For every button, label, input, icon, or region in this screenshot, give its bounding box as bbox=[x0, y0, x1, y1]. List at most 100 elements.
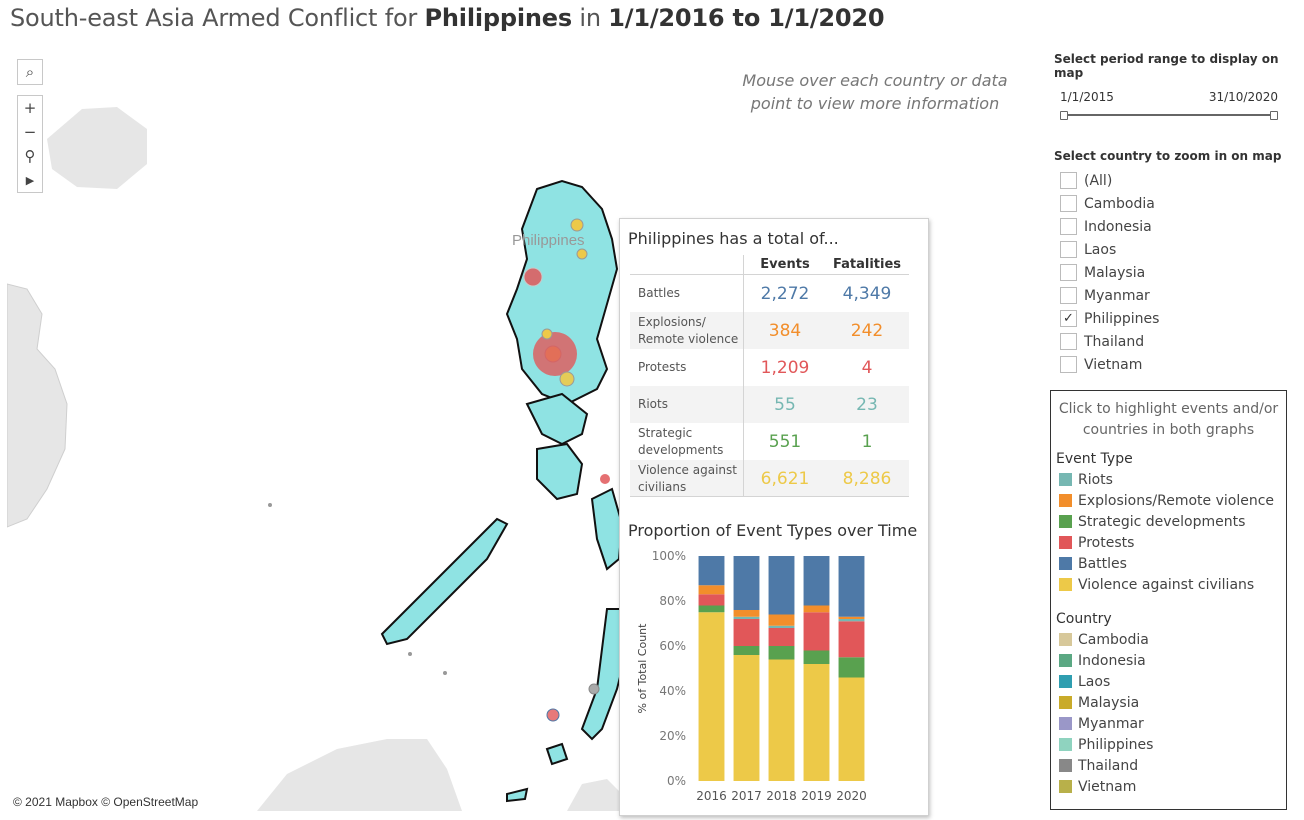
bar-segment[interactable] bbox=[803, 556, 830, 606]
country-filter-option[interactable]: Myanmar bbox=[1060, 284, 1290, 307]
slider-track[interactable] bbox=[1064, 114, 1274, 116]
country-legend-item[interactable]: Myanmar bbox=[1059, 713, 1286, 734]
period-range-slider[interactable] bbox=[1060, 108, 1278, 122]
sulawesi-landmass bbox=[567, 779, 625, 811]
legend-label: Vietnam bbox=[1078, 778, 1137, 795]
bar-segment[interactable] bbox=[803, 612, 830, 651]
country-legend-item[interactable]: Cambodia bbox=[1059, 629, 1286, 650]
event-type-legend-item[interactable]: Riots bbox=[1059, 469, 1286, 490]
x-tick-label: 2016 bbox=[696, 789, 727, 803]
bar-segment[interactable] bbox=[733, 556, 760, 610]
country-filter-option[interactable]: (All) bbox=[1060, 169, 1290, 192]
legend-panel: Click to highlight events and/or countri… bbox=[1050, 390, 1287, 810]
bar-segment[interactable] bbox=[698, 605, 725, 613]
checkbox[interactable] bbox=[1060, 356, 1077, 373]
legend-swatch bbox=[1059, 675, 1072, 688]
play-icon[interactable]: ▶ bbox=[25, 173, 35, 187]
range-end-value: 31/10/2020 bbox=[1208, 90, 1278, 104]
checkbox[interactable] bbox=[1060, 264, 1077, 281]
legend-swatch bbox=[1059, 494, 1072, 507]
checkbox[interactable] bbox=[1060, 195, 1077, 212]
legend-swatch bbox=[1059, 780, 1072, 793]
event-type-legend-item[interactable]: Battles bbox=[1059, 553, 1286, 574]
chart-title: Proportion of Event Types over Time bbox=[628, 521, 918, 540]
search-icon[interactable]: ⌕ bbox=[25, 63, 35, 81]
legend-swatch bbox=[1059, 633, 1072, 646]
country-legend-item[interactable]: Vietnam bbox=[1059, 776, 1286, 797]
zoom-in-icon[interactable]: + bbox=[23, 99, 37, 117]
map-search-control[interactable]: ⌕ bbox=[17, 59, 43, 85]
checkbox[interactable] bbox=[1060, 333, 1077, 350]
legend-label: Myanmar bbox=[1078, 715, 1144, 732]
bar-segment[interactable] bbox=[698, 612, 725, 781]
bar-segment[interactable] bbox=[698, 585, 725, 595]
checkbox[interactable]: ✓ bbox=[1060, 310, 1077, 327]
map-attribution[interactable]: © 2021 Mapbox © OpenStreetMap bbox=[13, 795, 199, 809]
country-filter-option[interactable]: ✓ Philippines bbox=[1060, 307, 1290, 330]
checkbox[interactable] bbox=[1060, 218, 1077, 235]
events-value: 2,272 bbox=[760, 283, 810, 304]
bar-segment[interactable] bbox=[838, 619, 865, 622]
bar-segment[interactable] bbox=[768, 659, 795, 782]
map-canvas[interactable]: Philippines bbox=[7, 49, 1045, 811]
country-legend-item[interactable]: Thailand bbox=[1059, 755, 1286, 776]
country-filter-option[interactable]: Thailand bbox=[1060, 330, 1290, 353]
country-filter-option[interactable]: Vietnam bbox=[1060, 353, 1290, 376]
bar-segment[interactable] bbox=[768, 628, 795, 646]
bar-segment[interactable] bbox=[733, 616, 760, 619]
event-proportion-chart[interactable]: 0% 20% 40% 60% 80% 100% % of Total Count 2016 20… bbox=[620, 544, 930, 814]
bar-segment[interactable] bbox=[803, 650, 830, 665]
philippines-landmass[interactable] bbox=[380, 179, 629, 803]
checkbox[interactable] bbox=[1060, 241, 1077, 258]
country-filter-option[interactable]: Malaysia bbox=[1060, 261, 1290, 284]
checkbox[interactable] bbox=[1060, 287, 1077, 304]
event-type-legend-item[interactable]: Violence against civilians bbox=[1059, 574, 1286, 595]
event-type-legend-item[interactable]: Explosions/Remote violence bbox=[1059, 490, 1286, 511]
country-filter-label: Thailand bbox=[1084, 333, 1145, 350]
bar-segment[interactable] bbox=[733, 610, 760, 617]
event-type-legend-title: Event Type bbox=[1056, 451, 1133, 467]
events-value: 384 bbox=[768, 320, 802, 341]
legend-swatch bbox=[1059, 473, 1072, 486]
bar-segment[interactable] bbox=[733, 619, 760, 646]
conflict-markers[interactable] bbox=[268, 218, 630, 722]
bar-segment[interactable] bbox=[768, 625, 795, 628]
bar-segment[interactable] bbox=[768, 646, 795, 660]
country-filter-option[interactable]: Cambodia bbox=[1060, 192, 1290, 215]
legend-swatch bbox=[1059, 759, 1072, 772]
map-zoom-controls[interactable]: + − ⚲ ▶ bbox=[17, 95, 43, 193]
bar-segment[interactable] bbox=[838, 657, 865, 678]
country-filter-option[interactable]: Laos bbox=[1060, 238, 1290, 261]
slider-start-handle[interactable] bbox=[1060, 111, 1068, 120]
x-tick-label: 2018 bbox=[766, 789, 797, 803]
tooltip-table-header: Events Fatalities bbox=[630, 255, 909, 275]
country-filter-option[interactable]: Indonesia bbox=[1060, 215, 1290, 238]
tooltip-table-row: Strategic developments 551 1 bbox=[630, 423, 909, 460]
pin-icon[interactable]: ⚲ bbox=[24, 147, 36, 165]
bar-segment[interactable] bbox=[803, 605, 830, 613]
bar-segment[interactable] bbox=[698, 556, 725, 586]
bar-segment[interactable] bbox=[838, 556, 865, 617]
slider-end-handle[interactable] bbox=[1270, 111, 1278, 120]
hainan-landmass bbox=[47, 107, 147, 189]
bar-segment[interactable] bbox=[768, 614, 795, 626]
event-type-legend-item[interactable]: Protests bbox=[1059, 532, 1286, 553]
bar-segment[interactable] bbox=[838, 616, 865, 619]
title-country: Philippines bbox=[424, 4, 573, 32]
bar-segment[interactable] bbox=[838, 677, 865, 782]
event-type-legend-item[interactable]: Strategic developments bbox=[1059, 511, 1286, 532]
bar-segment[interactable] bbox=[838, 621, 865, 658]
legend-hint: Click to highlight events and/or countri… bbox=[1058, 401, 1279, 438]
country-legend-item[interactable]: Laos bbox=[1059, 671, 1286, 692]
country-legend-item[interactable]: Malaysia bbox=[1059, 692, 1286, 713]
bar-segment[interactable] bbox=[698, 594, 725, 606]
bar-segment[interactable] bbox=[803, 664, 830, 781]
checkbox[interactable] bbox=[1060, 172, 1077, 189]
country-legend-item[interactable]: Philippines bbox=[1059, 734, 1286, 755]
bar-segment[interactable] bbox=[733, 655, 760, 781]
bar-segment[interactable] bbox=[768, 556, 795, 615]
country-legend: Cambodia Indonesia Laos Malaysia Myanmar Phil… bbox=[1051, 629, 1286, 797]
zoom-out-icon[interactable]: − bbox=[23, 123, 37, 141]
bar-segment[interactable] bbox=[733, 646, 760, 655]
country-legend-item[interactable]: Indonesia bbox=[1059, 650, 1286, 671]
